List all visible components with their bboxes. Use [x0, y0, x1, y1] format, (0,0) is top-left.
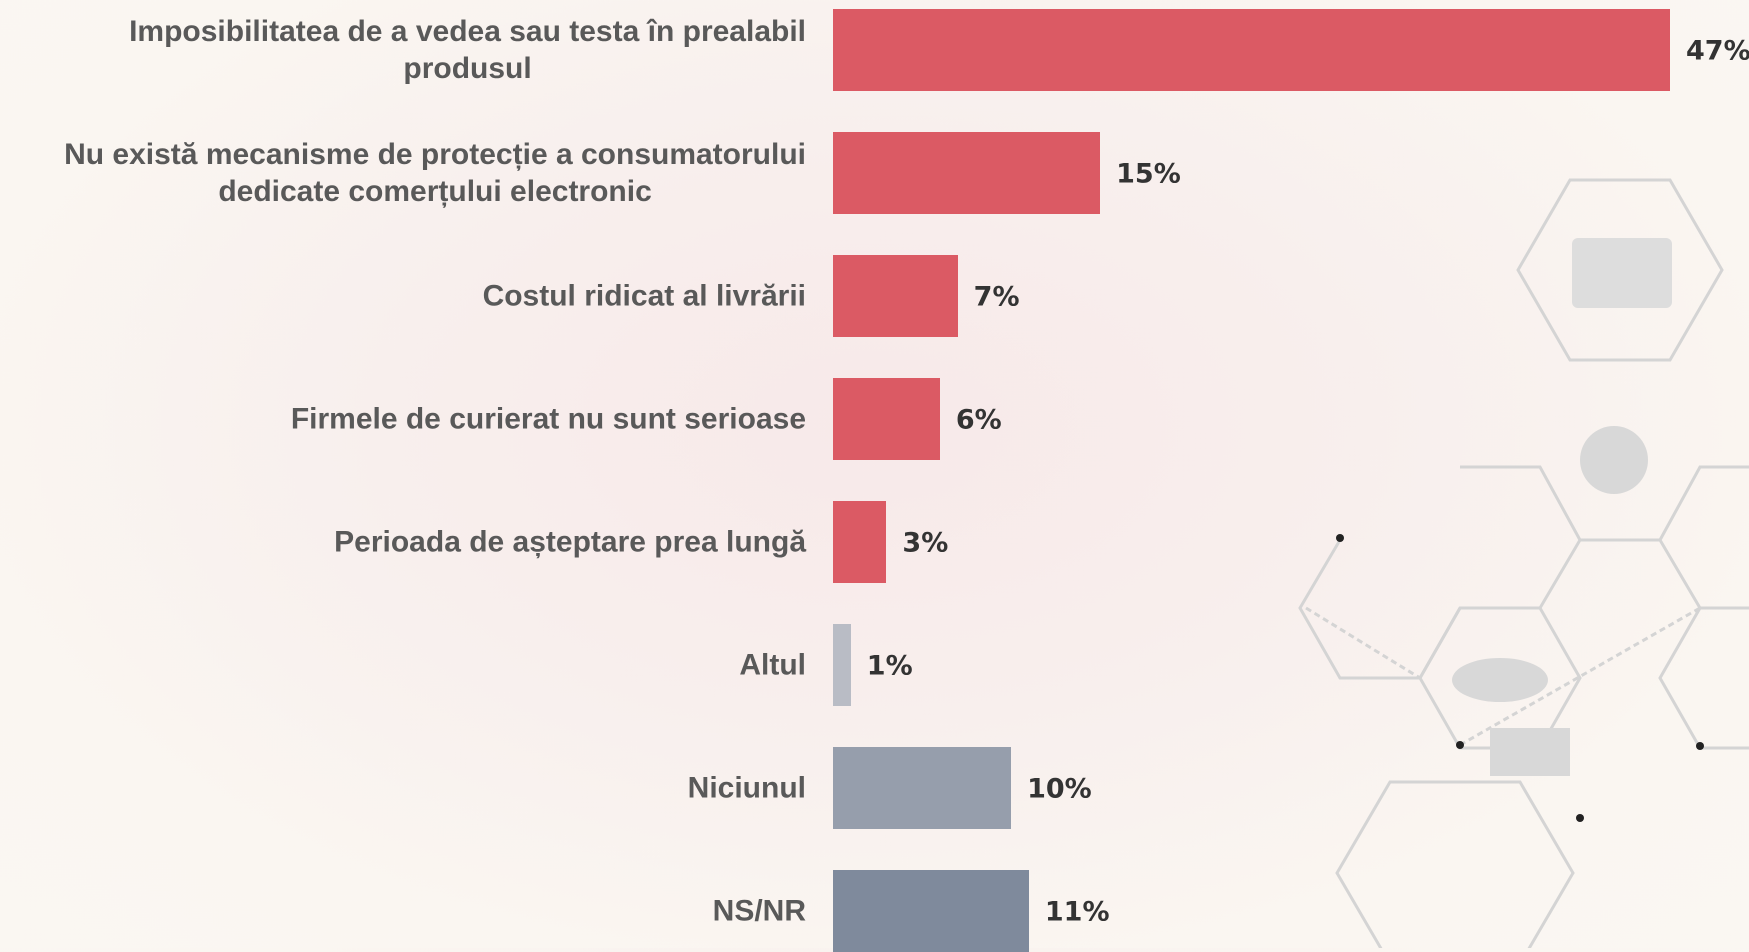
- value-label: 15%: [1116, 159, 1181, 190]
- bar: [833, 747, 1011, 829]
- category-label: NS/NR: [713, 893, 806, 930]
- bar: [833, 255, 958, 337]
- page: {"chart_data": {"type": "bar", "orientat…: [0, 0, 1749, 948]
- value-label: 10%: [1027, 774, 1092, 805]
- category-label: Costul ridicat al livrării: [483, 278, 806, 315]
- category-label: Niciunul: [688, 770, 806, 807]
- value-label: 3%: [902, 528, 948, 559]
- bar: [833, 870, 1029, 952]
- value-label: 47%: [1686, 36, 1749, 67]
- value-label: 6%: [956, 405, 1002, 436]
- category-label: Firmele de curierat nu sunt serioase: [291, 401, 806, 438]
- category-label: Imposibilitatea de a vedea sau testa în …: [129, 13, 806, 87]
- bar: [833, 501, 886, 583]
- chart: Imposibilitatea de a vedea sau testa în …: [0, 0, 1749, 948]
- value-label: 7%: [974, 282, 1020, 313]
- bar: [833, 132, 1100, 214]
- category-label: Nu există mecanisme de protecție a consu…: [64, 136, 806, 210]
- bar: [833, 624, 851, 706]
- value-label: 11%: [1045, 897, 1110, 928]
- category-label: Perioada de așteptare prea lungă: [334, 524, 806, 561]
- category-label: Altul: [739, 647, 806, 684]
- bar: [833, 378, 940, 460]
- value-label: 1%: [867, 651, 913, 682]
- bar: [833, 9, 1670, 91]
